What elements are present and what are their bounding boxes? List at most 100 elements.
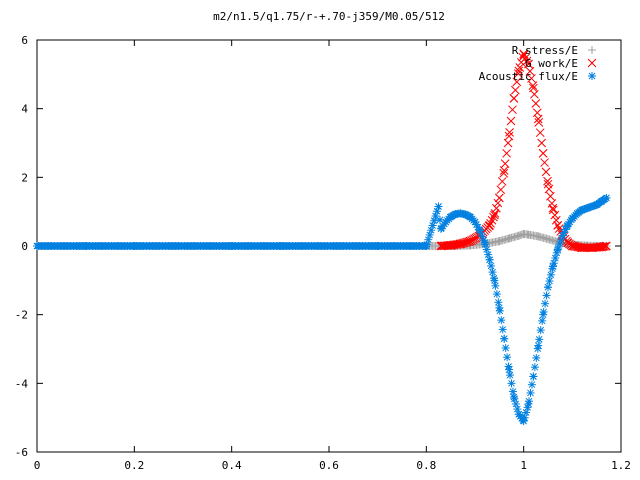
data-point xyxy=(602,241,611,251)
data-point xyxy=(587,243,597,253)
data-point xyxy=(422,242,431,250)
y-tick-label: 6 xyxy=(21,34,28,47)
data-point xyxy=(522,56,532,66)
data-point xyxy=(446,240,456,250)
data-point xyxy=(558,231,567,240)
data-point xyxy=(544,235,552,244)
data-point xyxy=(487,261,496,270)
data-point xyxy=(495,237,504,246)
data-point xyxy=(465,236,475,246)
data-point xyxy=(519,417,528,426)
data-point xyxy=(542,291,551,300)
legend-label: R stress/E xyxy=(512,44,578,57)
data-point xyxy=(492,290,501,299)
data-point xyxy=(507,379,516,388)
data-point xyxy=(600,242,609,251)
data-point xyxy=(498,325,507,334)
data-point xyxy=(521,53,530,63)
data-point xyxy=(511,85,520,95)
x-tick-label: 0 xyxy=(34,459,41,472)
legend-marker xyxy=(587,58,597,68)
y-tick-label: 4 xyxy=(21,103,28,116)
data-point xyxy=(480,238,489,247)
data-point xyxy=(487,215,497,225)
data-point xyxy=(81,242,90,250)
data-point xyxy=(515,63,525,72)
data-point xyxy=(485,255,494,264)
data-point xyxy=(491,281,500,290)
data-point xyxy=(276,242,285,250)
data-marks xyxy=(33,49,611,426)
data-point xyxy=(540,158,549,167)
data-point xyxy=(534,232,543,241)
data-point xyxy=(497,177,507,186)
data-point xyxy=(492,203,501,213)
data-point xyxy=(494,193,504,203)
y-tick-label: -6 xyxy=(15,446,28,459)
data-point xyxy=(548,203,558,213)
data-point xyxy=(490,209,500,218)
x-tick-label: 0.6 xyxy=(319,459,339,472)
data-point xyxy=(501,343,510,352)
x-tick-label: 0.8 xyxy=(416,459,436,472)
data-point xyxy=(528,81,538,91)
data-point xyxy=(551,215,561,225)
data-point xyxy=(524,399,533,408)
data-point xyxy=(179,242,187,250)
data-point xyxy=(490,276,499,285)
data-point xyxy=(466,212,475,221)
series-2 xyxy=(33,193,611,426)
y-tick-label: 2 xyxy=(21,171,28,184)
data-point xyxy=(539,310,548,319)
data-point xyxy=(514,66,524,76)
data-point xyxy=(592,200,601,209)
data-point xyxy=(506,371,515,380)
data-point xyxy=(325,242,333,250)
data-point xyxy=(532,353,541,362)
data-point xyxy=(505,365,514,374)
data-point xyxy=(602,193,611,202)
data-point xyxy=(541,299,550,308)
data-point xyxy=(536,326,545,335)
data-point xyxy=(373,242,382,250)
data-point xyxy=(598,242,608,252)
data-point xyxy=(597,197,606,206)
data-point xyxy=(541,167,551,177)
data-point xyxy=(504,131,514,141)
data-point xyxy=(494,298,503,307)
data-point xyxy=(506,116,516,126)
data-point xyxy=(508,387,517,396)
data-point xyxy=(544,283,552,292)
x-tick-label: 1 xyxy=(520,459,527,472)
data-point xyxy=(485,221,494,230)
data-point xyxy=(505,128,514,137)
data-point xyxy=(471,217,479,226)
data-point xyxy=(446,212,455,221)
data-point xyxy=(497,316,506,325)
x-tick-label: 0.2 xyxy=(124,459,144,472)
data-point xyxy=(519,49,529,59)
data-point xyxy=(505,234,514,243)
x-tick-label: 0.4 xyxy=(222,459,242,472)
data-point xyxy=(519,229,528,238)
y-tick-label: 0 xyxy=(21,240,28,253)
data-point xyxy=(499,168,509,178)
legend-label: G work/E xyxy=(525,57,578,70)
data-point xyxy=(526,388,535,397)
data-point xyxy=(551,254,560,263)
data-point xyxy=(486,218,495,228)
data-point xyxy=(535,128,545,138)
data-point xyxy=(512,77,522,87)
data-point xyxy=(484,250,493,259)
data-point xyxy=(538,316,547,325)
data-point xyxy=(499,166,509,175)
data-point xyxy=(543,176,552,186)
data-point xyxy=(548,262,557,271)
data-point xyxy=(495,303,504,312)
data-point xyxy=(493,198,503,208)
data-point xyxy=(524,230,533,239)
data-point xyxy=(548,205,558,215)
data-point xyxy=(567,241,577,251)
